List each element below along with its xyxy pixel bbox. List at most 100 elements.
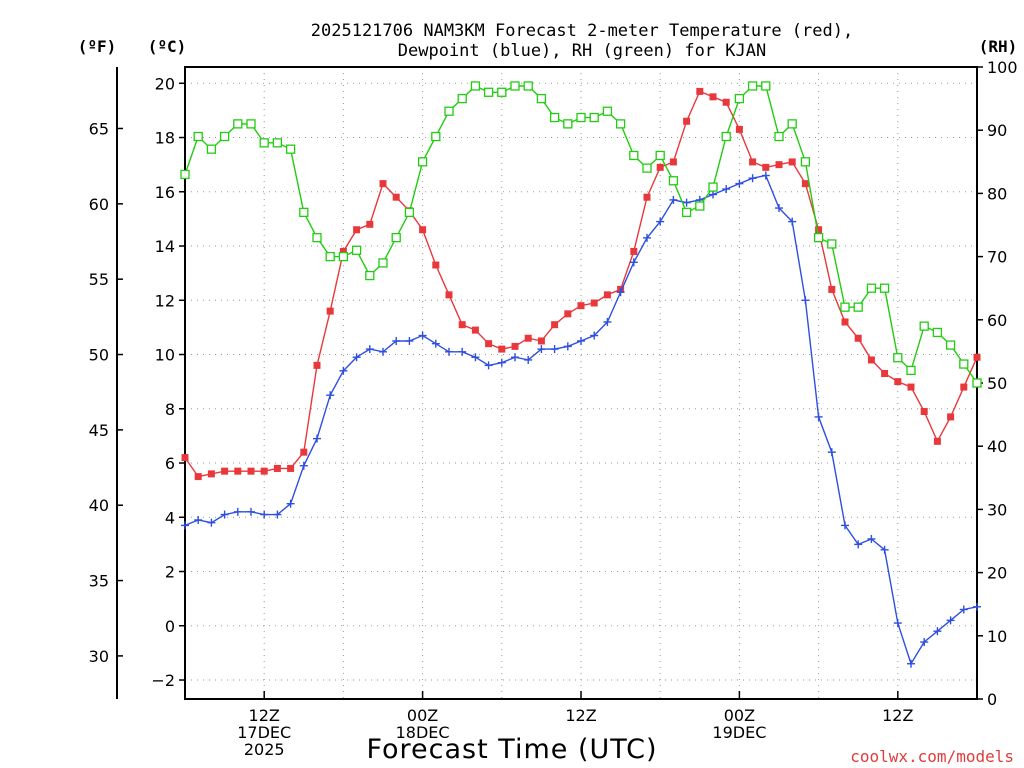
dewpoint-point [682,198,691,207]
axes [116,66,978,700]
rh-point [233,119,243,129]
dewpoint-point [550,345,559,354]
dewpoint-point [418,331,427,340]
rh-point [483,87,494,97]
rh-point [272,138,283,148]
temperature-point [735,125,743,133]
temperature-point [973,353,981,361]
rh-point [470,81,481,91]
rh-point [629,150,639,161]
rh-unit-label: (RH) [979,37,1018,56]
rh-tick-label: 40 [987,437,1007,456]
rh-tick-label: 100 [987,58,1018,77]
celsius-tick-label: 4 [165,508,175,527]
temperature-point [551,321,559,329]
dewpoint-point [207,518,216,527]
fahrenheit-tick-label: 50 [89,346,109,365]
rh-point [589,112,599,123]
dewpoint-point [563,342,572,351]
temperature-point [366,220,374,228]
fahrenheit-tick-label: 30 [89,647,109,666]
dewpoint-point [867,534,876,543]
celsius-tick-label: 10 [155,346,175,365]
rh-point [615,119,626,129]
temperature-point [300,448,308,456]
rh-point [668,176,679,186]
temperature-point [669,158,677,166]
rh-point [351,245,362,255]
rh-point [365,270,375,281]
rh-point [299,207,309,218]
rh-point [444,106,454,116]
rh-point [536,93,547,104]
temperature-point [788,158,796,166]
rh-point [378,258,388,268]
temperature-point [947,413,955,421]
rh-point [549,112,560,123]
temperature-point [564,310,572,318]
rh-point [774,131,784,142]
dewpoint-point [735,179,744,188]
temperature-point [577,302,585,310]
temperature-point [656,163,664,171]
celsius-tick-label: 16 [155,183,175,202]
dewpoint-point [445,347,453,356]
temperature-point [485,340,493,348]
dewpoint-point [629,258,638,267]
rh-point [879,283,890,293]
temperature-point [696,87,704,95]
gridlines [185,67,978,699]
rh-tick-label: 90 [987,121,1007,140]
dewpoint-point [273,510,282,519]
rh-point [906,365,916,376]
dewpoint-point [497,358,506,367]
data-series [180,81,982,668]
temperature-point [537,337,545,345]
fahrenheit-tick-label: 60 [89,195,109,214]
rh-point [945,340,956,350]
dewpoint-point [352,353,361,362]
dewpoint-point [537,345,546,354]
dewpoint-point [260,510,269,519]
fahrenheit-axis-ticks: 30 35 40 45 50 55 60 65 [89,119,123,666]
rh-point [708,182,718,192]
rh-point [681,207,692,218]
dewpoint-point [511,353,519,362]
dewpoint-point [841,521,849,530]
temperature-point [881,370,889,378]
rh-point [893,353,903,363]
credit-link[interactable]: coolwx.com/models [850,747,1014,766]
temperature-point [960,383,968,391]
dewpoint-point [656,217,665,226]
dewpoint-point [775,204,783,213]
celsius-tick-label: 20 [155,74,175,93]
rh-point [959,359,969,369]
fahrenheit-tick-label: 35 [89,572,109,591]
dewpoint-point [722,185,731,194]
dewpoint-point [577,336,585,345]
rh-point [761,81,771,91]
dewpoint-point [233,507,242,516]
temperature-point [445,291,453,299]
temperature-point [603,291,611,299]
rh-point [919,321,929,331]
dewpoint-point [313,434,321,443]
time-tick-label: 18DEC [396,723,450,742]
dewpoint-point [405,336,414,345]
temperature-point [498,345,506,353]
temperature-point [471,326,479,334]
temperature-point [722,98,730,106]
temperature-point [749,158,757,166]
rh-point [787,119,797,129]
rh-point [219,131,230,142]
rh-point [576,112,586,123]
temperature-point [643,193,651,201]
dewpoint-point [933,627,942,636]
rh-point [800,157,811,167]
celsius-axis-ticks: −2 0 2 4 6 8 10 12 14 16 18 20 [151,74,185,690]
time-tick-label: 12Z [565,706,596,725]
temperature-point [775,161,783,169]
fahrenheit-tick-label: 45 [89,421,109,440]
temperature-point [683,117,691,125]
